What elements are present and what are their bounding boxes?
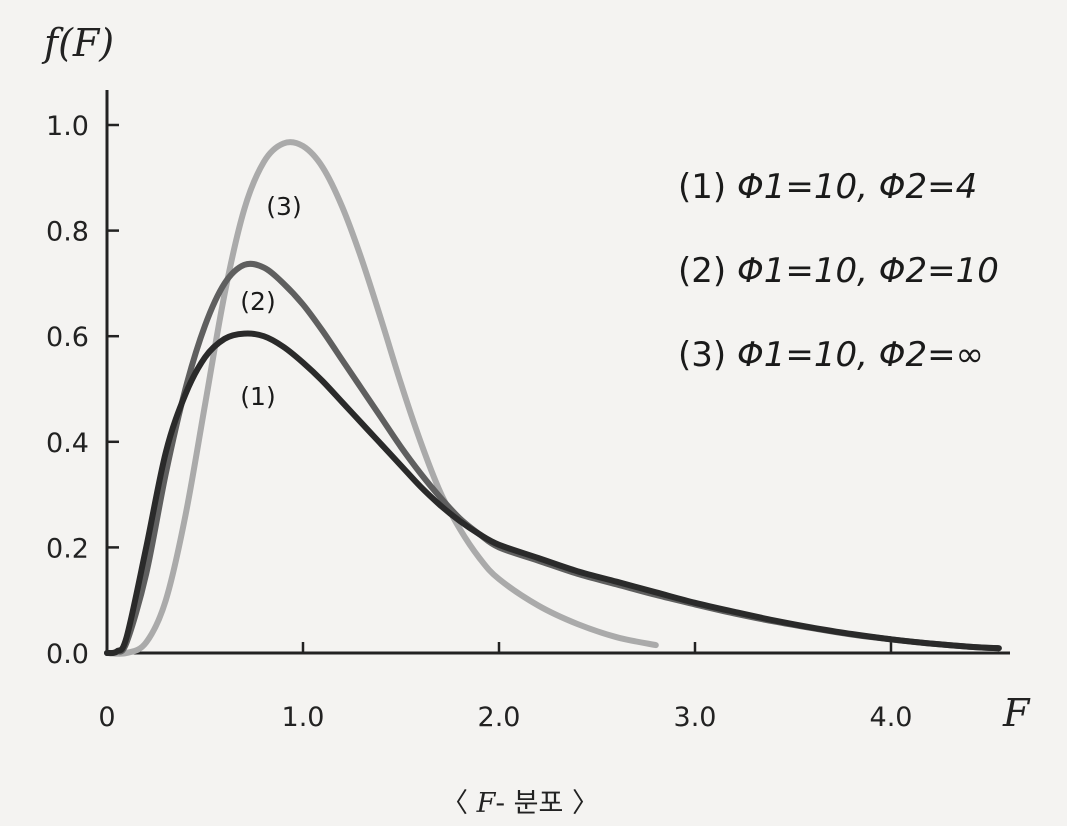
x-tick-label: 0 — [98, 702, 115, 733]
y-tick-label: 0.8 — [46, 217, 89, 248]
y-axis-title: f(F) — [41, 21, 114, 65]
curve-label-1: (1) — [240, 382, 275, 411]
annotations: (1) (2) (3) — [240, 192, 301, 411]
x-tick-label: 1.0 — [282, 702, 325, 733]
series-line-1 — [104, 330, 1002, 657]
series-line-3 — [104, 139, 659, 657]
y-tick-label: 1.0 — [46, 111, 89, 142]
y-tick-label: 0.6 — [46, 322, 89, 353]
y-tick-label: 0.4 — [46, 428, 89, 459]
legend-entry-1: (1) Φ1=10, Φ2=4 — [678, 167, 977, 207]
y-tick-label: 0.2 — [46, 533, 89, 564]
curves — [104, 139, 1002, 657]
caption: 〈 F- 분포 〉 — [441, 788, 599, 819]
legend-entry-2: (2) Φ1=10, Φ2=10 — [678, 251, 999, 291]
curve-label-3: (3) — [266, 192, 301, 221]
caption-text: 〈 F- 분포 〉 — [441, 788, 599, 819]
legend: (1) Φ1=10, Φ2=4 (2) Φ1=10, Φ2=10 (3) Φ1=10… — [678, 167, 999, 375]
x-tick-label: 3.0 — [674, 702, 717, 733]
axes: 0.0 0.2 0.4 0.6 0.8 1.0 0 1.0 2.0 3.0 4.0 f(F) F — [41, 21, 1031, 735]
legend-entry-3: (3) Φ1=10, Φ2=∞ — [678, 335, 984, 375]
x-tick-label: 4.0 — [870, 702, 913, 733]
x-axis-title: F — [1002, 691, 1031, 735]
curve-label-2: (2) — [240, 287, 275, 316]
series-line-2 — [104, 260, 1002, 657]
x-tick-label: 2.0 — [478, 702, 521, 733]
y-tick-label: 0.0 — [46, 639, 89, 670]
